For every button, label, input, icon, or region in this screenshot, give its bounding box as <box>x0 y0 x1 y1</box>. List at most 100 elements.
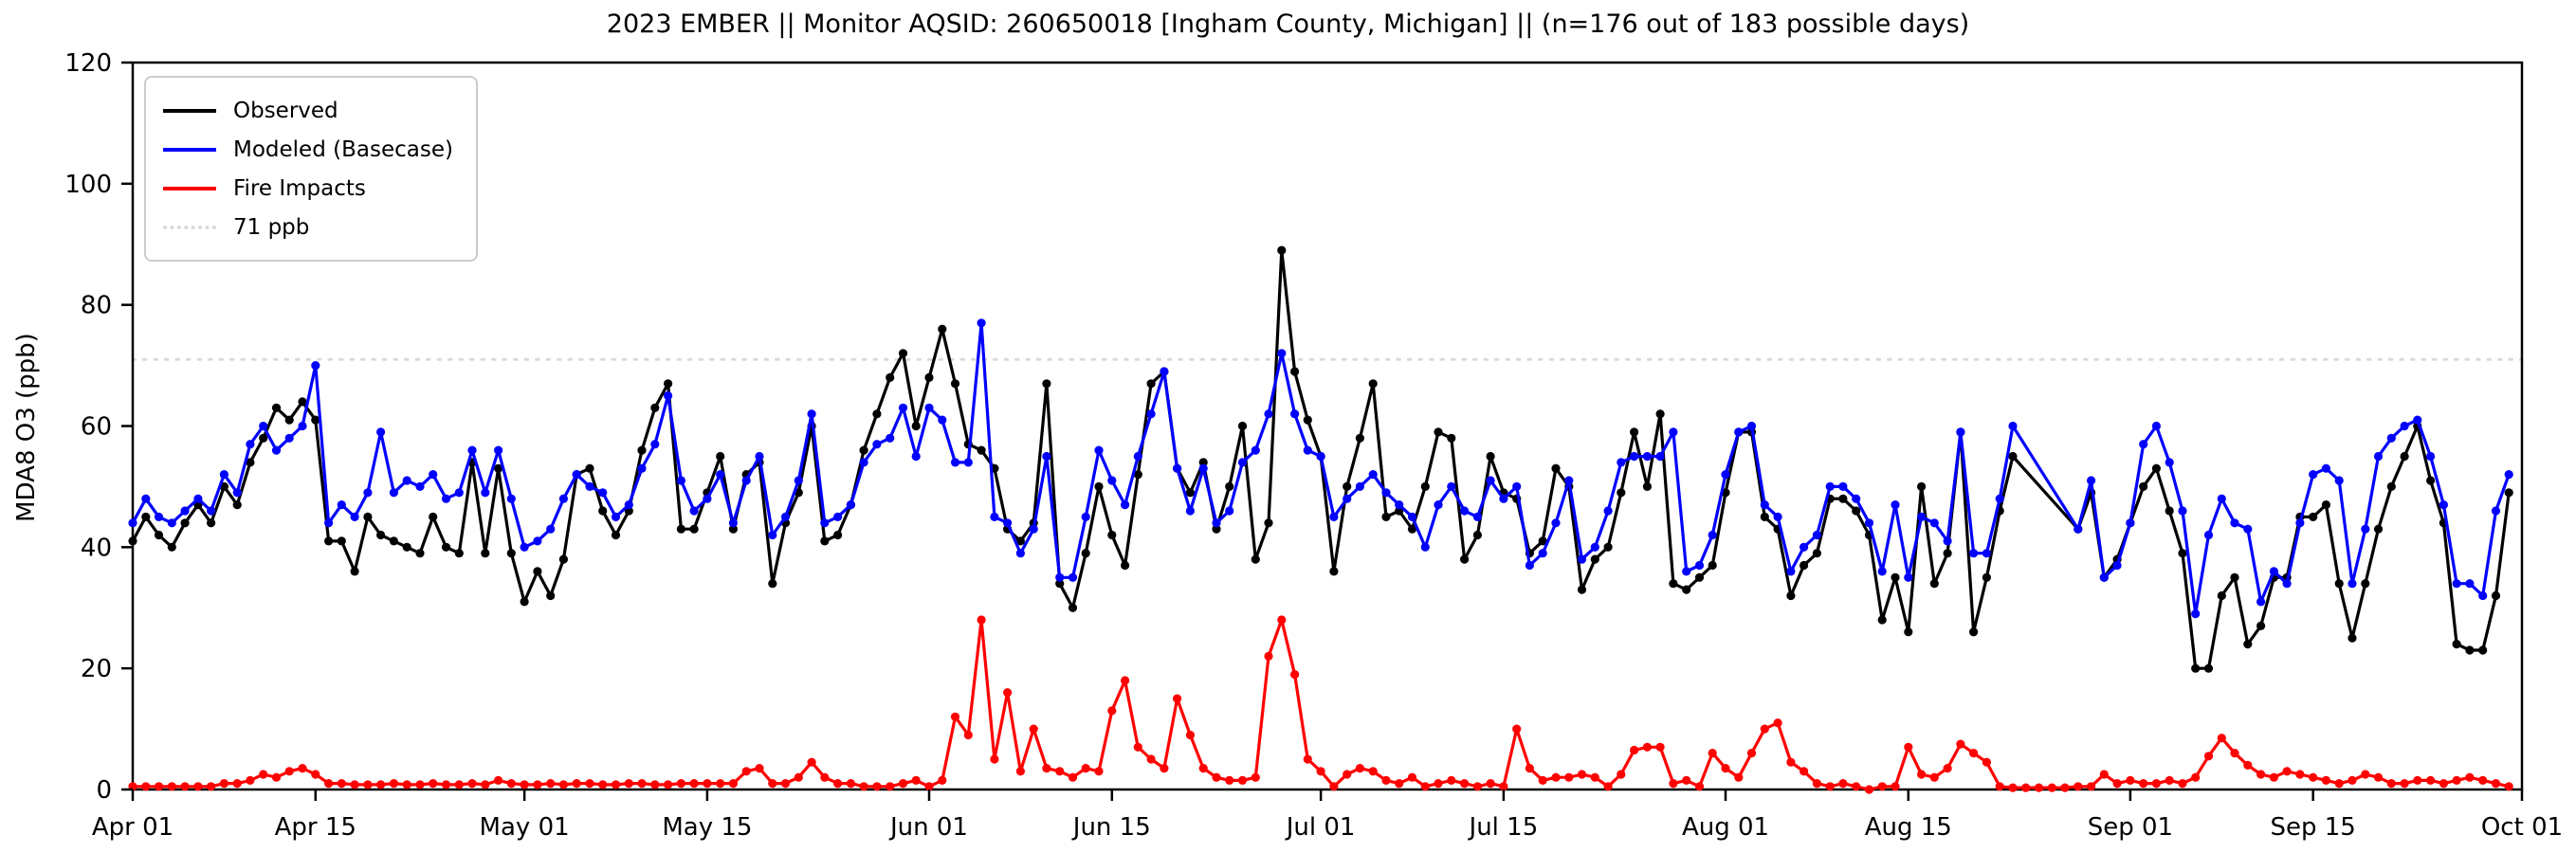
observed-marker <box>2465 645 2475 655</box>
fire-impacts-marker <box>1564 772 1574 782</box>
x-axis-tick-label: Apr 15 <box>275 813 356 842</box>
observed-marker <box>363 512 373 522</box>
observed-marker <box>1081 549 1090 558</box>
fire-impacts-marker <box>1800 767 1809 776</box>
observed-marker <box>768 579 777 589</box>
fire-impacts-marker <box>2348 775 2357 786</box>
observed-marker <box>246 458 255 467</box>
fire-impacts-marker <box>950 712 960 721</box>
x-axis-tick-label: Jul 01 <box>1285 813 1356 842</box>
fire-impacts-marker <box>2439 779 2448 789</box>
fire-impacts-marker <box>1786 757 1796 767</box>
modeled-basecase-marker <box>376 427 386 437</box>
fire-impacts-marker <box>1015 767 1025 776</box>
observed-marker <box>2478 645 2488 655</box>
modeled-basecase-marker <box>2191 609 2201 619</box>
observed-marker <box>520 597 529 607</box>
fire-impacts-marker <box>2309 772 2318 782</box>
modeled-basecase-marker <box>311 361 320 371</box>
fire-impacts-marker <box>1617 770 1626 779</box>
fire-impacts-marker <box>1512 724 1522 734</box>
fire-impacts-marker <box>650 780 660 789</box>
fire-impacts-marker <box>180 782 190 791</box>
modeled-basecase-marker <box>298 421 307 431</box>
fire-impacts-marker <box>2452 775 2461 786</box>
modeled-basecase-marker <box>2334 476 2344 485</box>
observed-marker <box>2373 524 2384 534</box>
fire-impacts-marker <box>1042 764 1051 773</box>
legend-label: Fire Impacts <box>233 175 366 201</box>
fire-impacts-marker <box>454 780 464 789</box>
observed-marker <box>284 415 294 425</box>
observed-marker <box>676 524 686 534</box>
observed-marker <box>1055 579 1065 589</box>
fire-impacts-marker <box>2478 775 2488 786</box>
observed-marker <box>2217 590 2226 601</box>
fire-impacts-marker <box>1198 764 1208 773</box>
fire-impacts-marker <box>2008 783 2018 792</box>
legend-label: 71 ppb <box>233 214 310 240</box>
modeled-basecase-marker <box>820 518 830 528</box>
observed-marker <box>1877 615 1887 625</box>
fire-impacts-marker <box>2361 770 2370 779</box>
modeled-basecase-marker <box>1995 494 2004 503</box>
modeled-basecase-marker <box>689 506 699 516</box>
observed-marker <box>898 349 908 358</box>
observed-marker <box>311 415 320 425</box>
modeled-basecase-marker <box>1212 518 1221 528</box>
observed-marker <box>1068 603 1078 612</box>
fire-impacts-marker <box>1107 706 1117 716</box>
observed-marker <box>167 542 176 552</box>
modeled-basecase-marker <box>1160 367 1169 376</box>
modeled-basecase-marker <box>1055 572 1065 582</box>
observed-marker <box>558 554 569 564</box>
legend-label: Observed <box>233 98 338 123</box>
fire-impacts-marker <box>2203 752 2214 761</box>
fire-impacts-marker <box>2373 772 2384 782</box>
legend-item-observed: Observed <box>163 91 453 130</box>
observed-marker <box>2334 579 2344 589</box>
legend-item-threshold: 71 ppb <box>163 208 453 246</box>
modeled-basecase-marker <box>950 458 960 467</box>
modeled-basecase-marker <box>1029 524 1038 534</box>
fire-impacts-marker <box>246 775 255 786</box>
modeled-basecase-marker <box>1329 512 1339 522</box>
modeled-basecase-marker <box>1251 445 1260 455</box>
fire-impacts-marker <box>284 767 294 776</box>
fire-impacts-marker <box>859 782 868 791</box>
fire-impacts-marker <box>2282 767 2292 776</box>
y-axis-tick-label: 100 <box>64 171 112 199</box>
modeled-basecase-marker <box>1734 427 1744 437</box>
modeled-basecase-marker <box>1786 567 1796 576</box>
modeled-basecase-marker <box>1694 560 1705 571</box>
fire-impacts-marker <box>872 782 882 791</box>
fire-impacts-marker <box>1395 779 1404 789</box>
observed-marker <box>1917 481 1927 491</box>
fire-impacts-marker <box>768 779 777 789</box>
observed-marker <box>337 536 346 546</box>
observed-marker <box>1655 409 1665 419</box>
observed-marker <box>298 397 307 407</box>
fire-impacts-marker <box>1630 745 1639 755</box>
y-axis-tick-label: 120 <box>64 49 112 78</box>
observed-marker <box>1434 427 1443 437</box>
fire-impacts-marker <box>1982 757 1991 767</box>
observed-marker <box>2203 663 2214 673</box>
observed-marker <box>728 524 739 534</box>
modeled-basecase-marker <box>1447 481 1456 491</box>
fire-impacts-marker <box>1995 782 2004 791</box>
observed-marker <box>1107 530 1117 540</box>
modeled-basecase-marker <box>676 476 686 485</box>
fire-impacts-marker <box>141 782 151 791</box>
observed-marker <box>1264 518 1273 528</box>
fire-impacts-marker <box>833 779 843 789</box>
fire-impacts-marker <box>2151 779 2161 789</box>
modeled-basecase-marker <box>1943 536 1952 546</box>
observed-marker <box>1630 427 1639 437</box>
fire-impacts-marker <box>1577 770 1587 779</box>
fire-impacts-marker <box>1303 754 1312 764</box>
modeled-basecase-marker <box>1107 476 1117 485</box>
modeled-basecase-marker <box>1368 470 1378 480</box>
observed-marker <box>1708 560 1717 571</box>
